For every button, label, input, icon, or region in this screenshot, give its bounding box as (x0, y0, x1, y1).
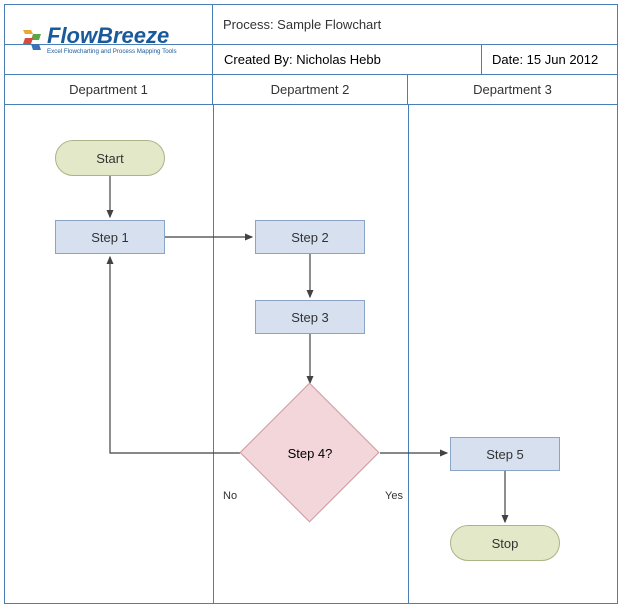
node-step1: Step 1 (55, 220, 165, 254)
created-by: Created By: Nicholas Hebb (214, 45, 482, 74)
process-title: Process: Sample Flowchart (213, 5, 617, 44)
node-step2: Step 2 (255, 220, 365, 254)
swimlane-header-3: Department 3 (408, 75, 617, 104)
swimlane-header-2: Department 2 (213, 75, 408, 104)
date-field: Date: 15 Jun 2012 (482, 45, 617, 74)
swimlane-header-1: Department 1 (5, 75, 213, 104)
logo-tagline: Excel Flowcharting and Process Mapping T… (47, 48, 177, 55)
flowbreeze-icon (19, 28, 43, 52)
decision-label: Step 4? (240, 383, 380, 523)
node-stop: Stop (450, 525, 560, 561)
node-step3: Step 3 (255, 300, 365, 334)
logo-brand: FlowBreeze (47, 25, 177, 47)
edge-label-no: No (223, 490, 237, 502)
edge-label-yes: Yes (385, 490, 403, 502)
logo-cell: FlowBreeze Excel Flowcharting and Proces… (5, 5, 213, 75)
flowchart-canvas: Start Step 1 Step 2 Step 3 Step 4? Step … (5, 105, 617, 603)
swimlane-headers: Department 1 Department 2 Department 3 (5, 75, 617, 105)
document-frame: Process: Sample Flowchart FlowBreeze Exc… (4, 4, 618, 604)
node-start: Start (55, 140, 165, 176)
node-step4: Step 4? (240, 383, 380, 523)
node-step5: Step 5 (450, 437, 560, 471)
